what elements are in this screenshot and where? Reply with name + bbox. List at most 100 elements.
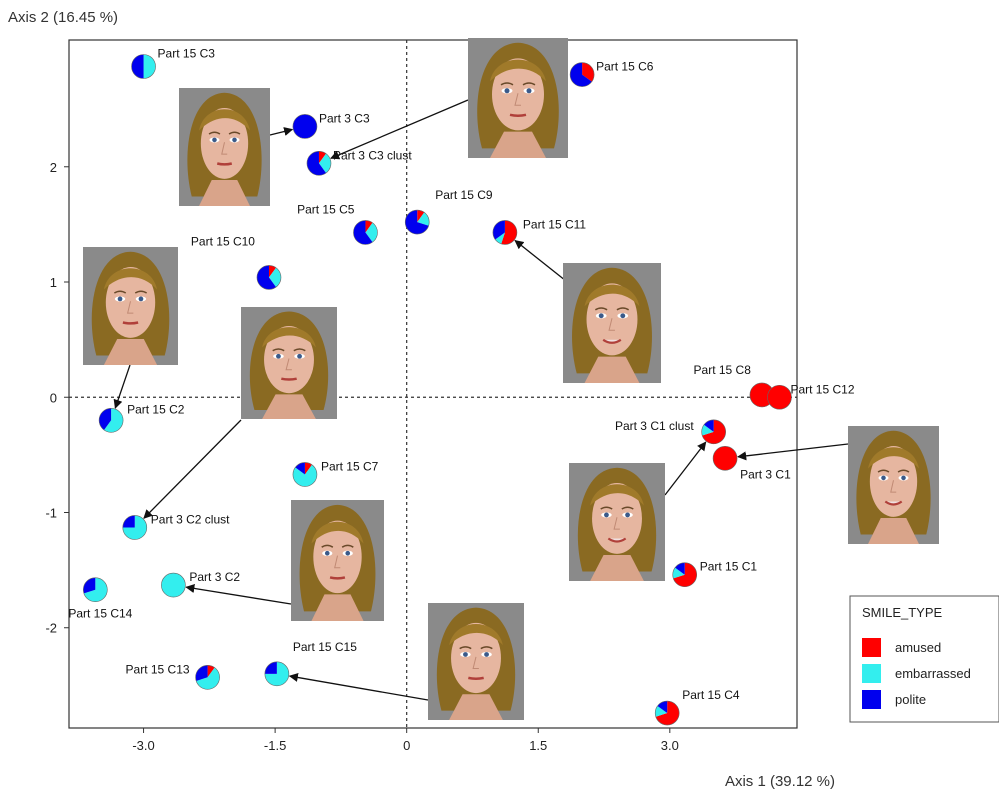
face-iris (212, 137, 217, 143)
face-image-part3-c1-clust (569, 463, 665, 581)
pie-slice (501, 220, 517, 245)
pie-slice (99, 408, 112, 431)
pie-slice (701, 424, 714, 436)
pie-outline (83, 577, 108, 603)
pie-slice (196, 667, 220, 690)
face-mouth (468, 676, 484, 681)
pie-marker (712, 446, 738, 471)
point-label: Part 15 C4 (682, 688, 740, 702)
y-axis-ticks: 2 1 0 -1 -2 (45, 160, 69, 636)
pie-slice (702, 419, 726, 444)
pie-marker (569, 62, 595, 87)
pie-marker (131, 54, 156, 79)
arrow (737, 443, 849, 461)
face-iris (881, 475, 886, 481)
face-fringe (868, 447, 919, 469)
face-eyebrow (522, 82, 536, 86)
face-eyebrow (134, 290, 148, 294)
pie-slice (292, 114, 317, 139)
pie-slice (767, 385, 792, 410)
x-tick-label: -3.0 (132, 738, 154, 753)
face-iris (138, 296, 144, 302)
face-neck (103, 339, 158, 365)
pie-marker (264, 661, 290, 687)
pie-outline (492, 220, 518, 245)
pie-outline (256, 265, 282, 290)
pie-slice (417, 212, 430, 226)
pie-outline (701, 419, 726, 445)
face-eyebrow (341, 544, 354, 548)
face-nose (613, 517, 620, 530)
pie-marker (701, 419, 726, 445)
pie-slice (256, 265, 277, 290)
pie-outline (292, 114, 318, 139)
face-mouth (329, 576, 346, 580)
arrow (113, 364, 131, 409)
point-label: Part 3 C3 clust (333, 148, 412, 162)
face-iris (504, 88, 510, 94)
face-fringe (590, 484, 644, 506)
point-label: Part 15 C14 (68, 607, 132, 621)
pie-slice (675, 562, 685, 575)
pie-outline (98, 408, 124, 433)
point-label: Part 3 C2 clust (151, 512, 230, 526)
pie-outline (292, 462, 318, 487)
face-mouth (607, 537, 627, 543)
pie-slice (268, 267, 281, 288)
pie-slice (655, 701, 680, 726)
pie-slice (657, 701, 668, 714)
pie-slice (673, 562, 697, 587)
pie-marker (404, 209, 430, 235)
pie-slice (104, 408, 124, 433)
point-label: Part 15 C7 (321, 459, 379, 473)
pie-slice (365, 222, 378, 243)
pie-slice (304, 462, 312, 475)
face-iris (297, 353, 302, 359)
face-nose (608, 318, 615, 331)
pie-slice (405, 210, 429, 235)
x-tick-label: 1.5 (529, 738, 547, 753)
face-iris (117, 296, 123, 302)
face-eyebrow (459, 646, 472, 650)
face-nose (127, 301, 134, 314)
pie-outline (569, 62, 595, 87)
point-label: Part 15 C12 (790, 382, 854, 396)
pie-marker (306, 151, 332, 176)
arrows-layer (113, 99, 849, 701)
pie-slice (195, 665, 208, 682)
pie-marker (292, 462, 318, 487)
pie-slice (161, 573, 186, 598)
face-mouth (884, 500, 903, 506)
pie-marker (353, 220, 378, 245)
pie-slice (143, 54, 156, 79)
pie-slice (318, 151, 327, 164)
pie-marker (292, 114, 318, 139)
y-tick-label: -1 (45, 505, 57, 520)
pie-slice (318, 153, 331, 174)
face-iris (598, 313, 604, 319)
x-tick-label: 3.0 (661, 738, 679, 753)
pie-marker (195, 664, 220, 690)
pie-outline (672, 562, 698, 588)
pie-outline (306, 151, 332, 176)
face-iris (625, 512, 630, 518)
pie-outline (654, 700, 680, 726)
face-neck (199, 180, 250, 206)
face-iris (232, 137, 237, 143)
face-image-part15-c2 (83, 247, 178, 365)
point-label: Part 15 C8 (694, 363, 752, 377)
pie-slice (131, 54, 144, 79)
face-mouth (602, 338, 622, 344)
pie-marker (492, 220, 518, 245)
legend-label: embarrassed (895, 666, 971, 681)
pie-outline (353, 220, 378, 245)
face-neck (262, 394, 316, 419)
point-label: Part 3 C1 (740, 467, 791, 481)
face-iris (526, 88, 532, 94)
arrow (330, 99, 469, 160)
point-label: Part 15 C10 (191, 234, 255, 248)
face-mouth (216, 162, 233, 166)
legend-label: amused (895, 640, 941, 655)
face-fringe (449, 624, 503, 646)
legend: SMILE_TYPE amused embarrassed polite (849, 595, 999, 723)
